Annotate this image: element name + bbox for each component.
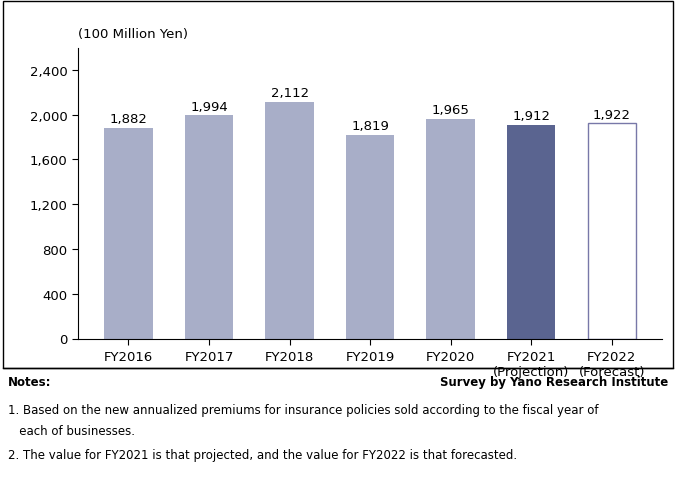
Text: 1,965: 1,965 (432, 104, 470, 117)
Text: 1,819: 1,819 (351, 120, 389, 133)
Text: (100 Million Yen): (100 Million Yen) (78, 28, 188, 41)
Bar (507, 125, 556, 339)
Text: 1. Based on the new annualized premiums for insurance policies sold according to: 1. Based on the new annualized premiums … (8, 403, 599, 416)
Bar (346, 136, 394, 339)
Text: 2,112: 2,112 (270, 87, 309, 100)
Text: 2. The value for FY2021 is that projected, and the value for FY2022 is that fore: 2. The value for FY2021 is that projecte… (8, 448, 517, 461)
Bar (104, 129, 153, 339)
Text: 1,912: 1,912 (512, 109, 550, 122)
Text: Survey by Yano Research Institute: Survey by Yano Research Institute (439, 375, 668, 388)
Text: 1,994: 1,994 (190, 100, 228, 113)
Bar (587, 124, 636, 339)
Text: each of businesses.: each of businesses. (8, 424, 135, 437)
Text: Notes:: Notes: (8, 375, 51, 388)
Text: 1,922: 1,922 (593, 108, 631, 121)
Text: 1,882: 1,882 (110, 113, 147, 126)
Bar (185, 116, 233, 339)
Bar (266, 103, 314, 339)
Bar (427, 120, 475, 339)
